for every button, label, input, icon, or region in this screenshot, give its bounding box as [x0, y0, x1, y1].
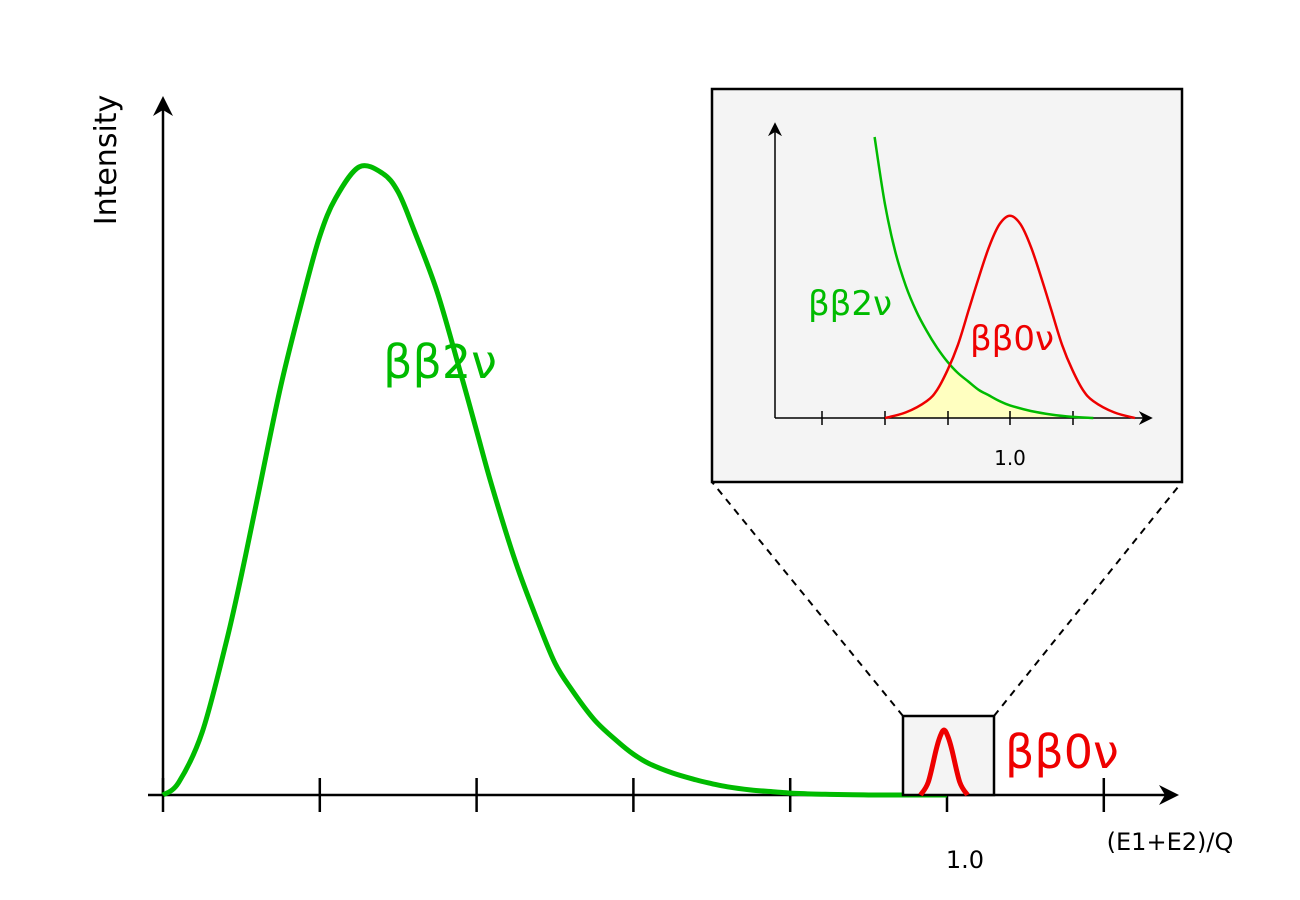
inset-x-tick-label: 1.0 [994, 446, 1026, 470]
series-line-bb0v [918, 727, 970, 797]
inset-panel: 1.0 ββ2ν ββ0ν [710, 87, 1184, 484]
y-axis-label: Intensity [89, 95, 124, 226]
series-label-bb2v: ββ2ν [383, 335, 497, 389]
inset-series-label-bb0v: ββ0ν [970, 319, 1054, 359]
series-label-bb0v: ββ0ν [1005, 725, 1119, 779]
inset-frame [710, 87, 1184, 484]
zoom-connector-right [993, 481, 1183, 717]
series-line-bb2v [161, 163, 947, 798]
zoom-box [901, 714, 996, 797]
inset-series-line-bb0v [884, 214, 1136, 420]
overlap-area [885, 367, 1094, 418]
inset-series-label-bb2v: ββ2ν [808, 284, 892, 324]
x-axis-label: (E1+E2)/Q [1107, 828, 1234, 856]
inset-series-line-bb2v [873, 136, 1094, 420]
zoom-connector-left [711, 481, 904, 717]
x-tick-label: 1.0 [946, 846, 984, 874]
x-axis-ticks [161, 778, 1106, 812]
